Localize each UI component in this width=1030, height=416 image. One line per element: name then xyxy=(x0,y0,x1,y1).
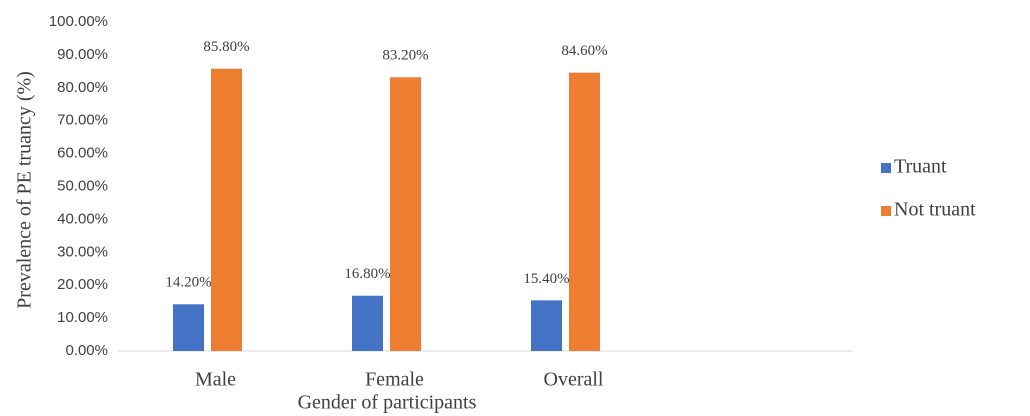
y-tick-label: 80.00% xyxy=(57,79,108,96)
value-label: 83.20% xyxy=(382,48,428,64)
value-label: 15.40% xyxy=(523,271,569,287)
y-tick-label: 10.00% xyxy=(57,309,108,326)
legend-label: Not truant xyxy=(894,199,976,221)
y-tick-label: 90.00% xyxy=(57,46,108,63)
bar xyxy=(173,304,204,351)
y-tick-label: 0.00% xyxy=(65,342,108,359)
y-tick-label: 100.00% xyxy=(49,13,108,30)
bar xyxy=(390,77,421,351)
x-axis-title: Gender of participants xyxy=(298,392,477,414)
bar xyxy=(211,68,242,351)
y-tick-label: 60.00% xyxy=(57,145,108,162)
value-label: 14.20% xyxy=(165,275,211,291)
value-label: 84.60% xyxy=(561,43,607,59)
bar xyxy=(569,72,600,351)
x-tick-label: Female xyxy=(365,369,424,391)
y-tick-label: 30.00% xyxy=(57,243,108,260)
x-tick-label: Overall xyxy=(544,369,604,391)
bar xyxy=(531,300,562,351)
value-label: 85.80% xyxy=(203,39,249,55)
y-tick-label: 70.00% xyxy=(57,112,108,129)
legend-swatch xyxy=(881,206,891,216)
bar xyxy=(352,295,383,351)
x-tick-label: Male xyxy=(195,369,236,391)
y-tick-label: 20.00% xyxy=(57,276,108,293)
legend-label: Truant xyxy=(894,156,947,178)
y-axis-title: Prevalence of PE truancy (%) xyxy=(14,71,36,309)
value-label: 16.80% xyxy=(344,266,390,282)
y-tick-label: 40.00% xyxy=(57,210,108,227)
y-tick-label: 50.00% xyxy=(57,177,108,194)
legend-swatch xyxy=(881,163,891,173)
